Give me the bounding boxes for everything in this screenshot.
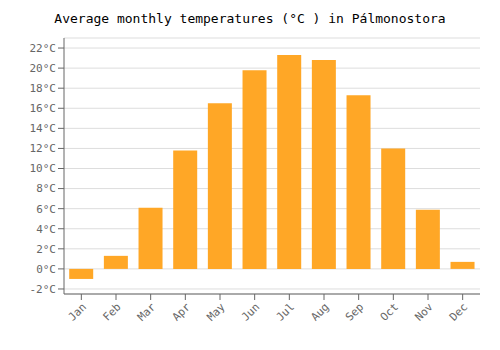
svg-text:Jul: Jul [274,300,297,323]
svg-text:Oct: Oct [378,300,401,323]
svg-text:4°C: 4°C [36,223,56,236]
svg-text:Dec: Dec [447,300,470,323]
svg-text:16°C: 16°C [30,102,57,115]
svg-text:Jan: Jan [66,300,89,323]
svg-text:Mar: Mar [135,300,159,324]
svg-text:Aug: Aug [308,300,331,323]
svg-text:Jun: Jun [239,300,262,323]
svg-text:May: May [204,300,228,324]
html-text:Average monthly temperatures (: Average monthly temperatures (°C ) in Pá… [54,11,446,26]
svg-text:Feb: Feb [100,300,123,323]
svg-text:14°C: 14°C [30,122,57,135]
svg-text:20°C: 20°C [30,62,57,75]
svg-text:Apr: Apr [170,300,194,324]
svg-text:8°C: 8°C [36,182,56,195]
svg-text:Nov: Nov [412,300,436,324]
svg-text:6°C: 6°C [36,203,56,216]
svg-text:22°C: 22°C [30,42,57,55]
svg-text:10°C: 10°C [30,162,57,175]
svg-text:18°C: 18°C [30,82,57,95]
svg-text:-2°C: -2°C [30,283,57,296]
svg-text:0°C: 0°C [36,263,56,276]
svg-text:12°C: 12°C [30,142,57,155]
svg-text:Sep: Sep [343,300,366,323]
svg-text:2°C: 2°C [36,243,56,256]
